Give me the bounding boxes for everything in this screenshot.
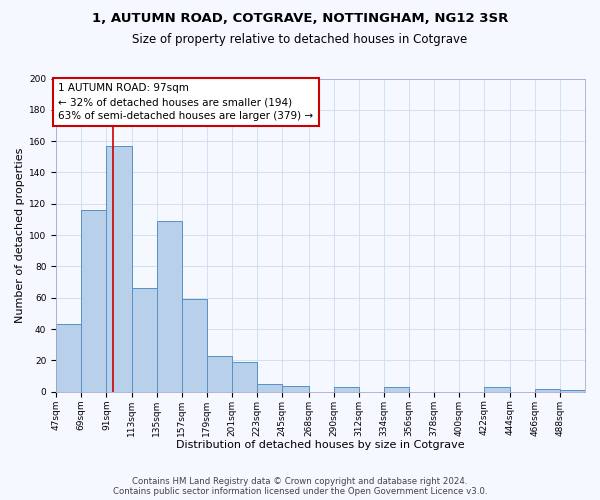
Bar [560,390,585,392]
Bar [207,356,232,392]
Bar [157,221,182,392]
Bar [56,324,81,392]
Bar [257,384,283,392]
Text: Size of property relative to detached houses in Cotgrave: Size of property relative to detached ho… [133,32,467,46]
X-axis label: Distribution of detached houses by size in Cotgrave: Distribution of detached houses by size … [176,440,465,450]
Bar [484,387,509,392]
Bar [81,210,106,392]
Bar [283,386,308,392]
Bar [384,387,409,392]
Y-axis label: Number of detached properties: Number of detached properties [15,148,25,323]
Bar [106,146,131,392]
Text: Contains HM Land Registry data © Crown copyright and database right 2024.
Contai: Contains HM Land Registry data © Crown c… [113,476,487,496]
Bar [182,300,207,392]
Bar [131,288,157,392]
Bar [334,387,359,392]
Text: 1 AUTUMN ROAD: 97sqm
← 32% of detached houses are smaller (194)
63% of semi-deta: 1 AUTUMN ROAD: 97sqm ← 32% of detached h… [58,83,314,121]
Bar [232,362,257,392]
Bar [535,388,560,392]
Text: 1, AUTUMN ROAD, COTGRAVE, NOTTINGHAM, NG12 3SR: 1, AUTUMN ROAD, COTGRAVE, NOTTINGHAM, NG… [92,12,508,26]
